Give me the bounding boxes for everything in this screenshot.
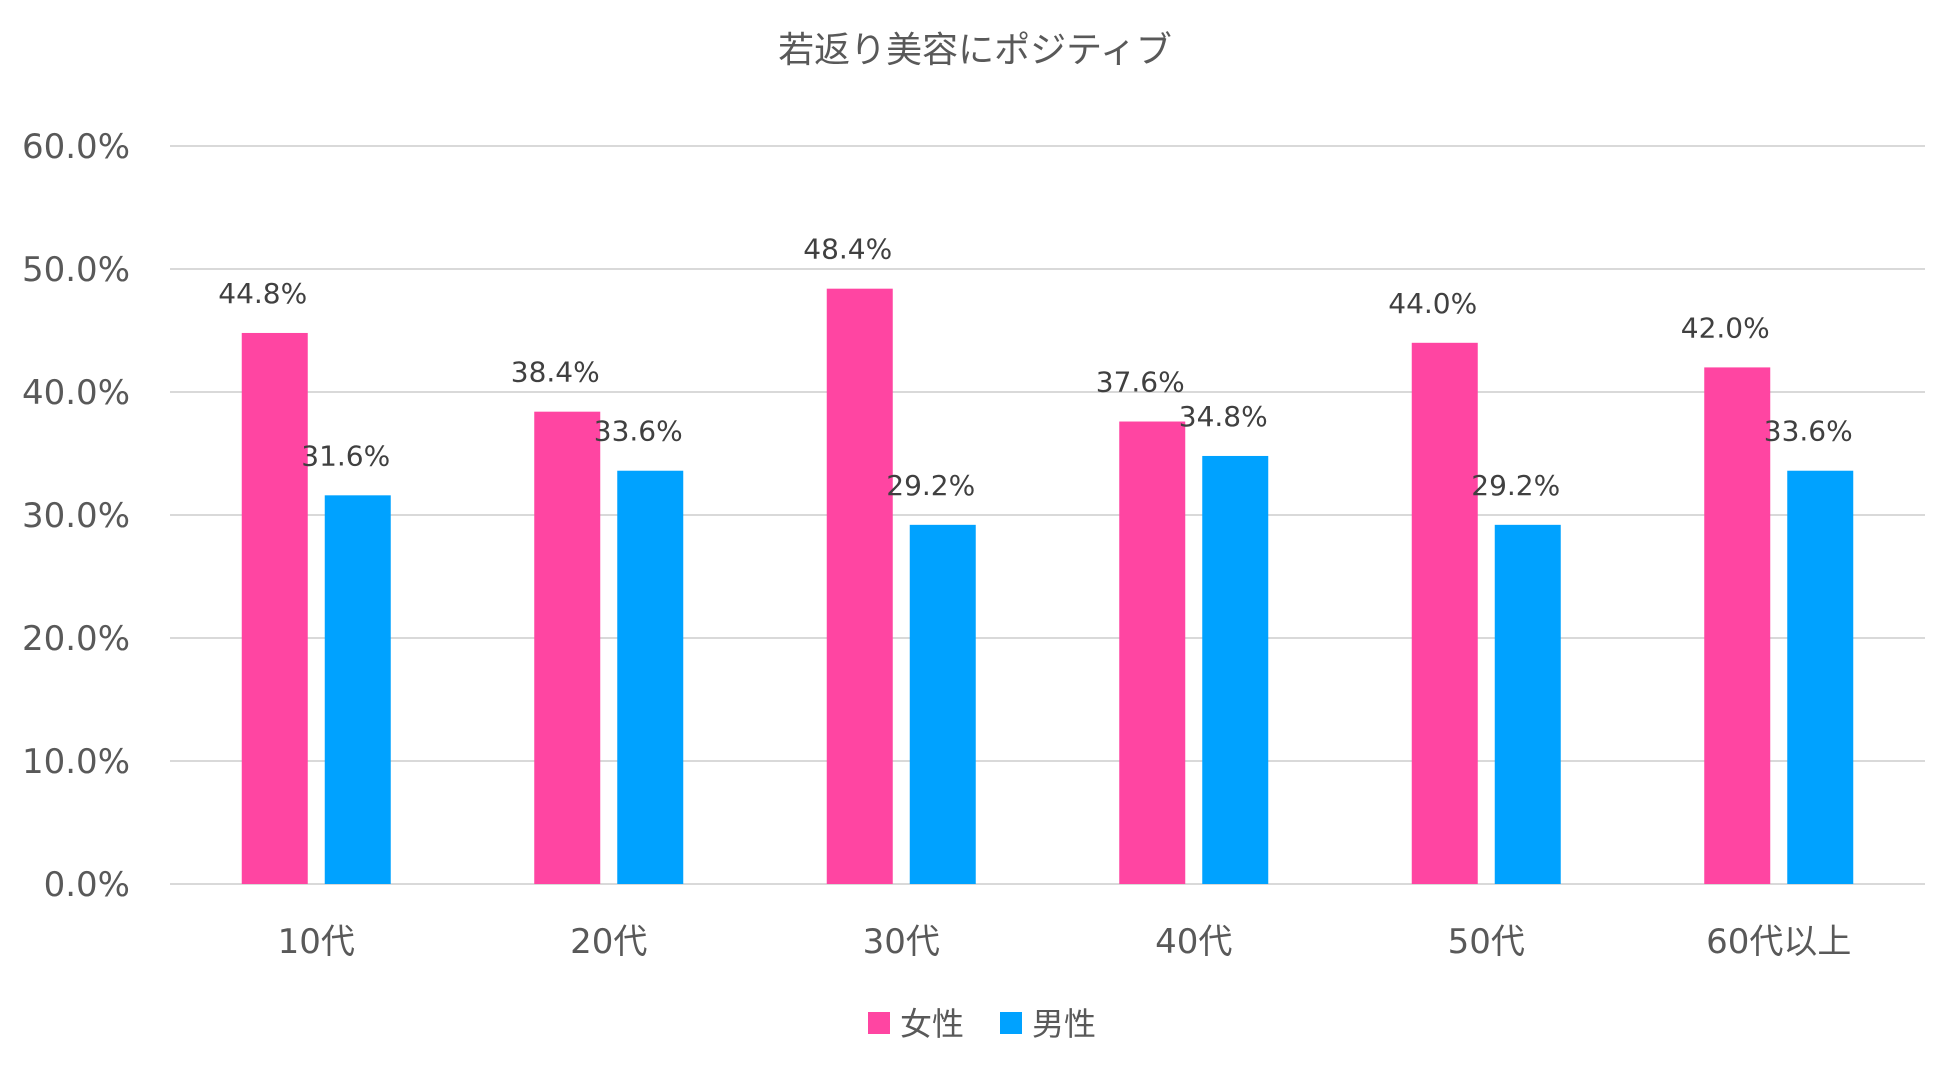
legend-swatch (868, 1012, 890, 1034)
y-tick-label: 40.0% (22, 373, 130, 413)
y-tick-label: 30.0% (22, 496, 130, 536)
bar-male (324, 495, 391, 884)
bar-female (1119, 421, 1186, 884)
data-label: 33.6% (594, 415, 683, 448)
x-category-label: 20代 (570, 922, 647, 962)
data-label: 48.4% (803, 233, 892, 266)
data-label: 44.0% (1388, 287, 1477, 320)
legend-label: 女性 (900, 1005, 964, 1043)
data-label: 34.8% (1179, 400, 1268, 433)
data-label: 42.0% (1681, 311, 1770, 344)
y-tick-label: 0.0% (44, 865, 130, 905)
y-tick-label: 60.0% (22, 127, 130, 167)
data-label: 37.6% (1096, 366, 1185, 399)
legend-label: 男性 (1032, 1005, 1096, 1043)
data-label: 29.2% (886, 469, 975, 502)
bar-male (617, 470, 684, 884)
data-label: 29.2% (1471, 469, 1560, 502)
data-labels: 44.8% 31.6% 38.4% 33.6% 48.4% 29.2% 37.6%34.8%… (218, 233, 1852, 502)
bar-male (1494, 524, 1561, 884)
bar-female (241, 332, 308, 885)
y-tick-label: 10.0% (22, 742, 130, 782)
data-label: 38.4% (511, 356, 600, 389)
y-axis-tick-labels: 0.0% 10.0% 20.0% 30.0% 40.0% 50.0% 60.0% (22, 127, 130, 905)
x-category-label: 50代 (1448, 922, 1525, 962)
bar-male (1787, 470, 1854, 884)
x-category-label: 40代 (1155, 922, 1232, 962)
bar-female (1411, 342, 1478, 884)
legend: 女性 男性 (868, 1005, 1096, 1043)
bar-male (909, 524, 976, 884)
chart-title: 若返り美容にポジティブ (778, 30, 1172, 71)
y-tick-label: 20.0% (22, 619, 130, 659)
bars (241, 288, 1854, 885)
x-category-label: 10代 (278, 922, 355, 962)
data-label: 44.8% (218, 277, 307, 310)
data-label: 31.6% (301, 439, 390, 472)
bar-male (1202, 455, 1269, 884)
bar-female (534, 411, 601, 884)
y-tick-label: 50.0% (22, 250, 130, 290)
x-category-label: 60代以上 (1706, 922, 1851, 962)
data-label: 33.6% (1764, 415, 1853, 448)
legend-swatch (1000, 1012, 1022, 1034)
x-axis-category-labels: 10代 20代 30代 40代 50代 60代以上 (278, 922, 1852, 962)
bar-female (826, 288, 893, 884)
gridlines (170, 145, 1925, 885)
x-category-label: 30代 (863, 922, 940, 962)
bar-female (1704, 367, 1771, 884)
